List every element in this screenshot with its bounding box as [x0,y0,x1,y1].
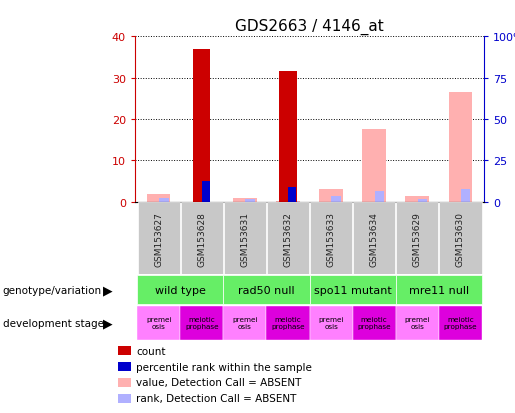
Text: GSM153630: GSM153630 [456,211,465,266]
Bar [224,275,310,305]
Bar [396,202,438,275]
Text: ▶: ▶ [103,317,113,330]
Bar [224,202,266,275]
Text: GSM153631: GSM153631 [241,211,249,266]
Text: rank, Detection Call = ABSENT: rank, Detection Call = ABSENT [136,393,297,403]
Bar [137,275,224,305]
Text: GSM153633: GSM153633 [327,211,336,266]
Text: GSM153629: GSM153629 [413,211,422,266]
Bar [439,306,482,340]
Text: count: count [136,346,166,356]
Bar [202,182,210,202]
Bar [449,93,472,202]
Text: meiotic
prophase: meiotic prophase [185,316,218,329]
Bar [233,198,256,202]
Bar [147,195,170,202]
Bar [193,50,210,202]
Text: premei
osis: premei osis [318,316,344,329]
Bar [138,202,180,275]
Bar [137,306,180,340]
Bar [319,190,343,202]
Title: GDS2663 / 4146_at: GDS2663 / 4146_at [235,18,384,34]
Text: premei
osis: premei osis [232,316,258,329]
Bar [310,306,353,340]
Bar [353,306,396,340]
Bar [245,200,255,202]
Bar [396,306,439,340]
Bar [279,72,297,202]
Bar [418,200,427,202]
Bar [159,199,168,202]
Text: premei
osis: premei osis [405,316,430,329]
Text: wild type: wild type [154,285,205,295]
Bar [396,275,482,305]
Bar [267,202,309,275]
Bar [180,306,224,340]
Bar [181,202,223,275]
Text: GSM153627: GSM153627 [154,211,163,266]
Bar [288,188,296,202]
Text: percentile rank within the sample: percentile rank within the sample [136,362,313,372]
Bar [266,306,310,340]
Text: premei
osis: premei osis [146,316,171,329]
Text: meiotic
prophase: meiotic prophase [357,316,391,329]
Bar [310,202,352,275]
Bar [224,306,266,340]
Bar [353,202,396,275]
Bar [363,130,386,202]
Text: rad50 null: rad50 null [238,285,295,295]
Text: spo11 mutant: spo11 mutant [314,285,391,295]
Bar [405,196,429,202]
Bar [276,201,300,202]
Text: GSM153634: GSM153634 [370,211,379,266]
Text: meiotic
prophase: meiotic prophase [443,316,477,329]
Bar [461,190,470,202]
Text: GSM153628: GSM153628 [197,211,206,266]
Bar [332,197,341,202]
Text: genotype/variation: genotype/variation [3,285,101,295]
Bar [310,275,396,305]
Text: GSM153632: GSM153632 [283,211,293,266]
Text: ▶: ▶ [103,284,113,297]
Text: meiotic
prophase: meiotic prophase [271,316,305,329]
Text: value, Detection Call = ABSENT: value, Detection Call = ABSENT [136,377,302,387]
Text: mre11 null: mre11 null [409,285,469,295]
Bar [439,202,482,275]
Bar [374,192,384,202]
Text: development stage: development stage [3,318,104,328]
